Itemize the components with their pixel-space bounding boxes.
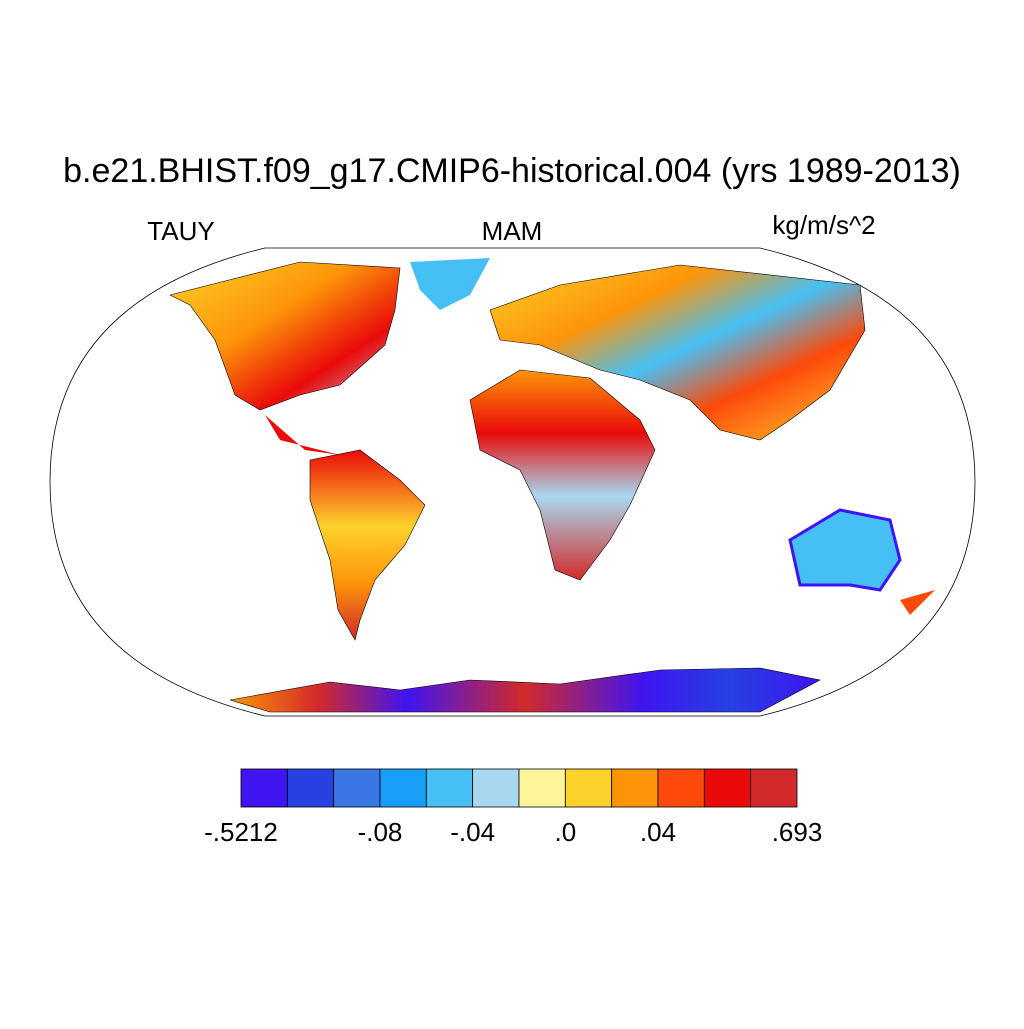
colorbar-box: [472, 768, 520, 808]
south-america: [309, 449, 426, 641]
colorbar-tick-label: -.08: [358, 817, 403, 847]
colorbar: -.5212 -.08 -.04 .0 .04 .693: [204, 768, 823, 847]
colorbar-box: [750, 768, 798, 808]
center-label: MAM: [482, 216, 543, 246]
colorbar-tick-label: .693: [772, 817, 823, 847]
central-america: [265, 415, 340, 455]
colorbar-box: [240, 768, 288, 808]
colorbar-box: [564, 768, 613, 808]
colorbar-box: [286, 768, 335, 808]
new-zealand: [900, 590, 935, 615]
colorbar-box: [379, 768, 427, 808]
colorbar-tick-label: -.5212: [204, 817, 278, 847]
colorbar-box: [518, 768, 566, 808]
eurasia: [489, 264, 866, 441]
colorbar-box: [333, 768, 381, 808]
colorbar-box: [425, 768, 474, 808]
australia: [788, 508, 902, 592]
map: [49, 247, 976, 717]
north-america: [169, 261, 401, 411]
colorbar-box: [611, 768, 659, 808]
antarctica: [229, 667, 821, 713]
right-label: kg/m/s^2: [772, 210, 875, 240]
greenland: [410, 258, 490, 310]
colorbar-tick-label: .0: [554, 817, 576, 847]
colorbar-tick-label: .04: [640, 817, 676, 847]
left-label: TAUY: [147, 216, 214, 246]
title: b.e21.BHIST.f09_g17.CMIP6-historical.004…: [63, 152, 961, 190]
colorbar-box: [703, 768, 752, 808]
colorbar-box: [657, 768, 705, 808]
africa: [469, 369, 656, 581]
colorbar-tick-label: -.04: [450, 817, 495, 847]
